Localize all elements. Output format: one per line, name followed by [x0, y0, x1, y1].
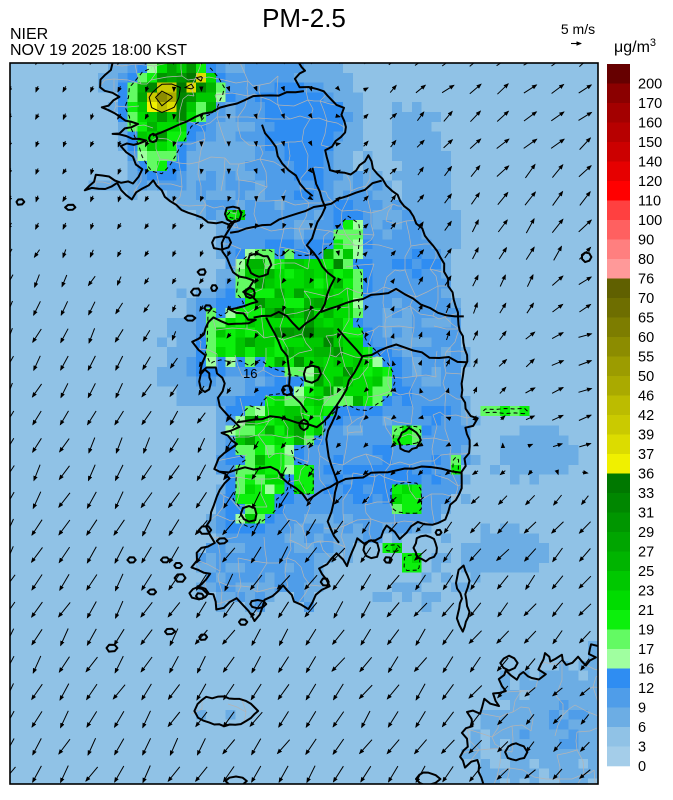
svg-text:80: 80: [638, 252, 654, 268]
svg-text:36: 36: [638, 467, 654, 483]
svg-text:16: 16: [638, 662, 654, 678]
svg-text:27: 27: [638, 545, 654, 561]
svg-text:37: 37: [638, 447, 654, 463]
svg-text:140: 140: [638, 155, 662, 171]
svg-text:6: 6: [638, 720, 646, 736]
svg-text:50: 50: [638, 369, 654, 385]
svg-text:60: 60: [638, 330, 654, 346]
svg-text:170: 170: [638, 96, 662, 112]
svg-text:160: 160: [638, 116, 662, 132]
svg-text:16: 16: [243, 366, 257, 381]
svg-text:25: 25: [638, 564, 654, 580]
svg-text:9: 9: [638, 701, 646, 717]
svg-text:110: 110: [638, 194, 661, 210]
svg-text:12: 12: [638, 681, 654, 697]
svg-text:31: 31: [638, 506, 654, 522]
svg-text:3: 3: [638, 740, 646, 756]
svg-text:PM-2.5: PM-2.5: [262, 3, 346, 33]
svg-text:200: 200: [638, 77, 662, 93]
svg-text:76: 76: [638, 272, 654, 288]
svg-text:NOV 19 2025 18:00 KST: NOV 19 2025 18:00 KST: [10, 42, 187, 59]
svg-text:21: 21: [638, 603, 654, 619]
svg-text:μg/m3: μg/m3: [614, 37, 656, 56]
svg-text:120: 120: [638, 174, 662, 190]
svg-text:23: 23: [638, 584, 654, 600]
svg-text:90: 90: [638, 233, 654, 249]
svg-text:29: 29: [638, 525, 654, 541]
svg-text:NIER: NIER: [10, 26, 48, 43]
svg-text:17: 17: [638, 642, 654, 658]
svg-text:65: 65: [638, 311, 654, 327]
svg-text:55: 55: [638, 350, 654, 366]
svg-text:39: 39: [638, 428, 654, 444]
svg-text:0: 0: [638, 759, 646, 775]
svg-text:5 m/s: 5 m/s: [561, 21, 595, 37]
svg-text:42: 42: [638, 408, 654, 424]
svg-text:70: 70: [638, 291, 654, 307]
svg-text:46: 46: [638, 389, 654, 405]
svg-text:19: 19: [638, 623, 654, 639]
svg-text:150: 150: [638, 135, 662, 151]
svg-text:33: 33: [638, 486, 654, 502]
svg-text:100: 100: [638, 213, 662, 229]
